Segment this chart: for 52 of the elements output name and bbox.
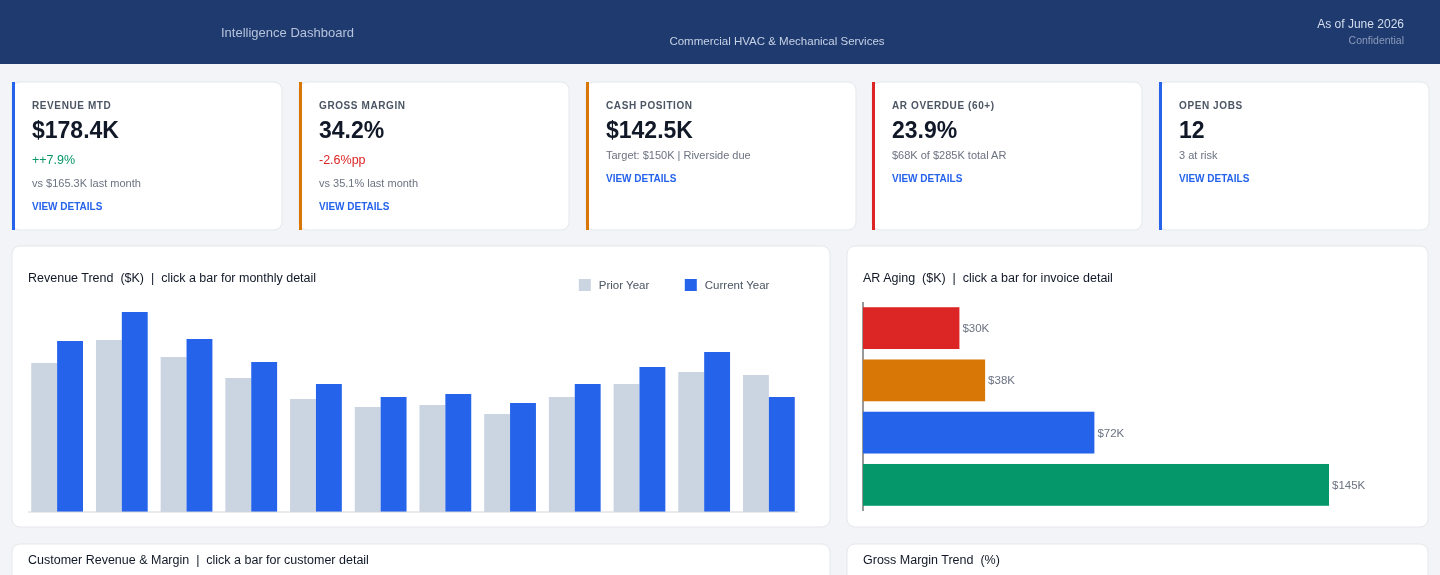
- bar: [315, 384, 342, 512]
- legend-label: Prior Year: [598, 279, 650, 291]
- bar: [445, 394, 472, 512]
- text: Intelligence Dashboard: [221, 25, 354, 40]
- text: 23.9%: [892, 117, 958, 143]
- bar: [863, 411, 1095, 454]
- bar: [380, 397, 407, 512]
- text: REVENUE MTD: [32, 100, 112, 111]
- text: VIEW DETAILS: [32, 201, 103, 212]
- bar: [510, 403, 536, 512]
- data-label: $72K: [1097, 426, 1125, 439]
- text: $68K of $285K total AR: [892, 149, 1007, 161]
- text: VIEW DETAILS: [606, 173, 677, 184]
- bar: [57, 341, 83, 512]
- text: ++7.9%: [32, 153, 76, 167]
- text: GROSS MARGIN: [319, 100, 406, 111]
- text: VIEW DETAILS: [1179, 173, 1250, 184]
- text: vs $165.3K last month: [32, 177, 141, 189]
- text: AR OVERDUE (60+): [892, 100, 995, 111]
- text: 12: [1179, 117, 1205, 143]
- text: Gross Margin Trend (%): [863, 553, 1000, 567]
- bar: [863, 307, 960, 350]
- bar: [863, 359, 986, 402]
- data-label: $30K: [962, 322, 990, 335]
- bar: [863, 463, 1329, 506]
- text: VIEW DETAILS: [892, 173, 963, 184]
- text: Target: $150K | Riverside due: [606, 149, 751, 161]
- legend-label: Current Year: [704, 279, 770, 291]
- bar: [704, 352, 731, 512]
- text: Commercial HVAC & Mechanical Services: [669, 35, 885, 47]
- chart-title: Revenue Trend ($K) | click a bar for monthly detail: [28, 271, 317, 285]
- text: $142.5K: [606, 117, 694, 143]
- text: -2.6%pp: [319, 153, 366, 167]
- text: vs 35.1% last month: [319, 177, 419, 189]
- text: VIEW DETAILS: [319, 201, 390, 212]
- text: OPEN JOBS: [1179, 100, 1243, 111]
- text: CASH POSITION: [606, 100, 693, 111]
- text: Customer Revenue & Margin | click a bar for customer detail: [28, 553, 369, 567]
- text: Confidential: [1348, 34, 1404, 46]
- bar: [186, 339, 213, 512]
- text: As of June 2026: [1317, 17, 1405, 31]
- data-label: $145K: [1332, 478, 1366, 491]
- bar: [121, 312, 148, 512]
- text: 3 at risk: [1179, 149, 1219, 161]
- text: $178.4K: [32, 117, 120, 143]
- data-label: $38K: [988, 374, 1016, 387]
- bar: [574, 384, 601, 512]
- bar: [251, 362, 278, 512]
- chart-title: AR Aging ($K) | click a bar for invoice detail: [863, 271, 1113, 285]
- bar: [768, 397, 795, 512]
- bar: [639, 367, 666, 512]
- text: 34.2%: [319, 117, 385, 143]
